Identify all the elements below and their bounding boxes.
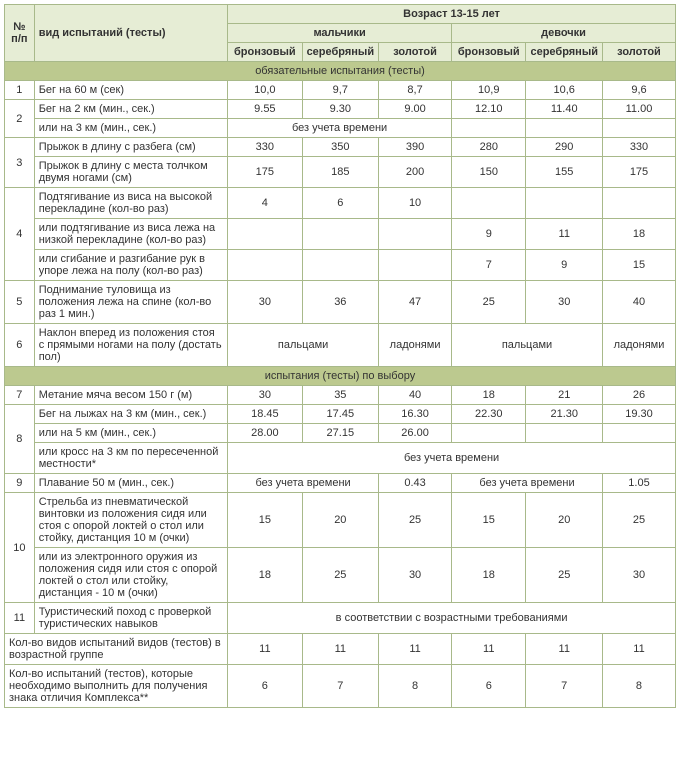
table-row: или на 3 км (мин., сек.) без учета време… [5,119,676,138]
header-bronze-b: бронзовый [228,43,302,62]
header-gold-b: золотой [379,43,452,62]
table-row: или подтягивание из виса лежа на низкой … [5,219,676,250]
header-gold-g: золотой [602,43,675,62]
table-row: 11 Туристический поход с проверкой турис… [5,603,676,634]
table-row: 9 Плавание 50 м (мин., сек.) без учета в… [5,474,676,493]
header-silver-b: серебряный [302,43,379,62]
table-row: или на 5 км (мин., сек.) 28.0027.1526.00 [5,424,676,443]
table-row: или из электронного оружия из положения … [5,548,676,603]
table-row: Кол-во испытаний (тестов), которые необх… [5,665,676,708]
table-row: 4 Подтягивание из виса на высокой перекл… [5,188,676,219]
header-bronze-g: бронзовый [452,43,526,62]
header-num: № п/п [5,5,35,62]
header-test: вид испытаний (тесты) [34,5,227,62]
table-row: Кол-во видов испытаний видов (тестов) в … [5,634,676,665]
table-row: 10 Стрельба из пневматической винтовки и… [5,493,676,548]
fitness-standards-table: № п/п вид испытаний (тесты) Возраст 13-1… [4,4,676,708]
table-row: или кросс на 3 км по пересеченной местно… [5,443,676,474]
header-age: Возраст 13-15 лет [228,5,676,24]
section-optional: испытания (тесты) по выбору [5,367,676,386]
table-row: 2 Бег на 2 км (мин., сек.) 9.559.309.00 … [5,100,676,119]
header-girls: девочки [452,24,676,43]
table-row: 1 Бег на 60 м (сек) 10,09,78,7 10,910,69… [5,81,676,100]
table-row: 6 Наклон вперед из положения стоя с прям… [5,324,676,367]
table-row: или сгибание и разгибание рук в упоре ле… [5,250,676,281]
section-mandatory: обязательные испытания (тесты) [5,62,676,81]
table-row: Прыжок в длину с места толчком двумя ног… [5,157,676,188]
table-row: 3 Прыжок в длину с разбега (см) 33035039… [5,138,676,157]
header-silver-g: серебряный [526,43,603,62]
table-row: 5 Поднимание туловища из положения лежа … [5,281,676,324]
header-boys: мальчики [228,24,452,43]
table-row: 8 Бег на лыжах на 3 км (мин., сек.) 18.4… [5,405,676,424]
table-row: 7 Метание мяча весом 150 г (м) 303540 18… [5,386,676,405]
